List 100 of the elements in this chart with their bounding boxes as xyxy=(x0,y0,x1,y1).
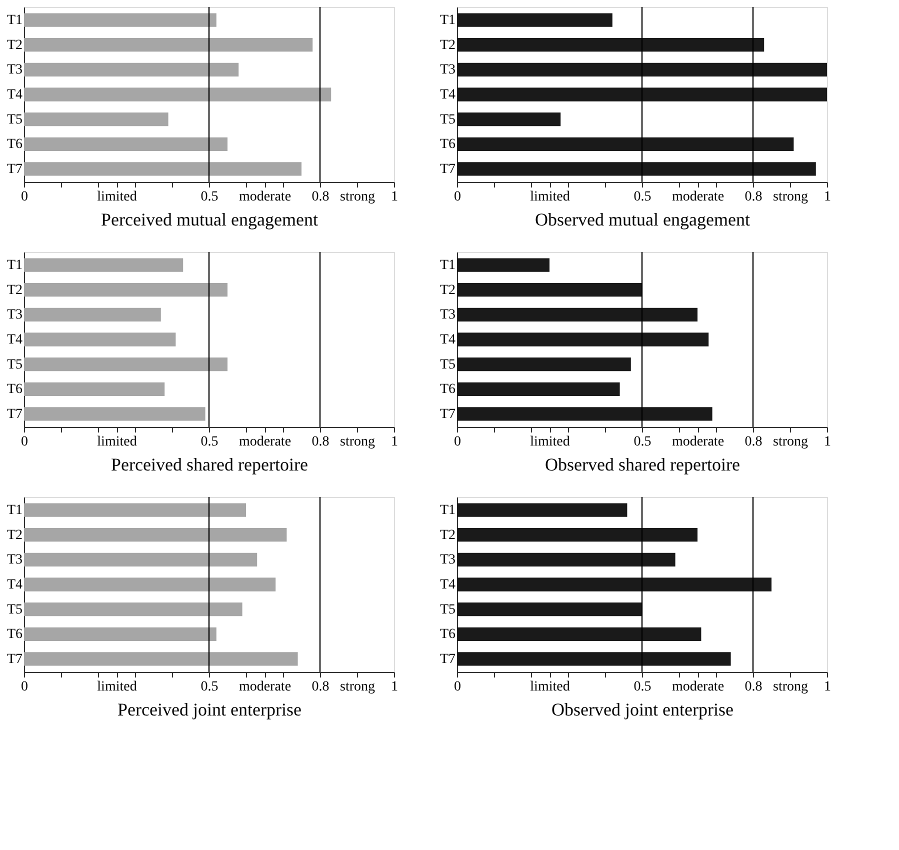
x-tick-label: 0.5 xyxy=(200,680,218,694)
bar xyxy=(24,112,168,126)
x-tick-label: 0.8 xyxy=(312,434,330,450)
x-tick-label: 1 xyxy=(391,434,398,450)
y-tick-label: T4 xyxy=(6,578,22,592)
x-tick-label: moderate xyxy=(672,190,724,204)
x-tick-label: 0 xyxy=(21,434,28,450)
y-tick-label: T6 xyxy=(6,382,22,398)
y-tick-label: T7 xyxy=(440,162,456,177)
x-tick-label: moderate xyxy=(672,434,724,450)
y-tick-label: T5 xyxy=(6,357,22,372)
x-tick-label: 0.8 xyxy=(744,190,762,204)
y-tick-label: T5 xyxy=(440,112,456,128)
bar xyxy=(457,552,676,567)
x-axis-title: Perceived mutual engagement xyxy=(101,210,318,230)
y-tick-label: T6 xyxy=(440,627,456,642)
x-axis-title: Observed joint enterprise xyxy=(552,700,734,720)
bar xyxy=(457,407,712,421)
bar xyxy=(24,578,276,592)
y-tick-label: T5 xyxy=(6,112,22,128)
bar xyxy=(457,332,709,346)
bar xyxy=(457,357,631,372)
x-tick-label: 0.8 xyxy=(312,680,330,694)
bar xyxy=(24,332,176,346)
x-tick-label: limited xyxy=(97,680,137,694)
x-tick-label: strong xyxy=(773,680,808,694)
y-tick-label: T5 xyxy=(440,357,456,372)
x-tick-label: moderate xyxy=(238,434,292,450)
bar xyxy=(24,137,228,151)
bar xyxy=(24,62,239,77)
y-tick-label: T1 xyxy=(6,503,22,518)
bar xyxy=(457,652,731,666)
x-tick-label: 0.8 xyxy=(744,680,762,694)
y-tick-label: T3 xyxy=(6,62,22,78)
x-tick-label: limited xyxy=(530,434,570,450)
x-tick-label: 0 xyxy=(454,190,461,204)
bar xyxy=(24,357,228,372)
bar xyxy=(24,552,258,567)
y-tick-label: T3 xyxy=(6,308,22,323)
y-tick-label: T4 xyxy=(440,88,456,102)
y-tick-label: T5 xyxy=(440,602,456,618)
bar xyxy=(24,258,184,272)
y-tick-label: T6 xyxy=(6,627,22,642)
y-tick-label: T2 xyxy=(6,38,22,53)
y-tick-label: T4 xyxy=(440,332,456,348)
bar xyxy=(24,38,313,52)
y-tick-label: T4 xyxy=(6,332,22,348)
y-tick-label: T2 xyxy=(6,528,22,543)
bar xyxy=(24,528,287,542)
y-tick-label: T3 xyxy=(440,308,456,323)
x-tick-label: strong xyxy=(340,434,375,450)
y-tick-label: T1 xyxy=(6,258,22,274)
x-tick-label: limited xyxy=(97,190,137,204)
bar xyxy=(24,652,298,666)
y-tick-label: T4 xyxy=(440,578,456,592)
bar xyxy=(457,578,772,592)
x-tick-label: limited xyxy=(530,680,570,694)
bar xyxy=(24,88,332,102)
y-tick-label: T3 xyxy=(6,552,22,568)
bar xyxy=(457,382,620,396)
bar xyxy=(457,503,628,517)
y-tick-label: T2 xyxy=(440,282,456,298)
x-tick-label: 0.8 xyxy=(312,190,330,204)
y-tick-label: T7 xyxy=(6,406,22,422)
bar xyxy=(24,407,206,421)
y-tick-label: T1 xyxy=(440,258,456,274)
x-tick-label: 0.5 xyxy=(200,434,218,450)
x-tick-label: 0 xyxy=(454,680,461,694)
y-tick-label: T2 xyxy=(440,528,456,543)
x-tick-label: strong xyxy=(773,190,808,204)
y-tick-label: T3 xyxy=(440,552,456,568)
bar xyxy=(24,283,228,297)
y-tick-label: T2 xyxy=(6,282,22,298)
x-axis-title: Observed mutual engagement xyxy=(535,210,750,230)
x-tick-label: 1 xyxy=(824,190,831,204)
x-tick-label: strong xyxy=(773,434,808,450)
x-tick-label: 1 xyxy=(391,680,398,694)
bar xyxy=(457,528,698,542)
y-tick-label: T6 xyxy=(440,382,456,398)
bar xyxy=(457,162,816,176)
bar xyxy=(457,283,642,297)
x-tick-label: 0 xyxy=(21,190,28,204)
y-tick-label: T6 xyxy=(440,137,456,152)
y-tick-label: T5 xyxy=(6,602,22,618)
x-tick-label: 0.5 xyxy=(634,434,652,450)
bar xyxy=(24,602,242,616)
bar xyxy=(24,382,165,396)
x-tick-label: 1 xyxy=(391,190,398,204)
bar xyxy=(24,162,302,176)
y-tick-label: T4 xyxy=(6,88,22,102)
x-tick-label: 0.5 xyxy=(200,190,218,204)
y-tick-label: T7 xyxy=(440,406,456,422)
x-tick-label: strong xyxy=(340,190,375,204)
x-tick-label: 0 xyxy=(454,434,461,450)
y-tick-label: T7 xyxy=(440,652,456,667)
bar xyxy=(457,627,702,641)
x-tick-label: 1 xyxy=(824,434,831,450)
x-tick-label: limited xyxy=(97,434,137,450)
x-tick-label: 0.5 xyxy=(634,680,652,694)
x-tick-label: 1 xyxy=(824,680,831,694)
